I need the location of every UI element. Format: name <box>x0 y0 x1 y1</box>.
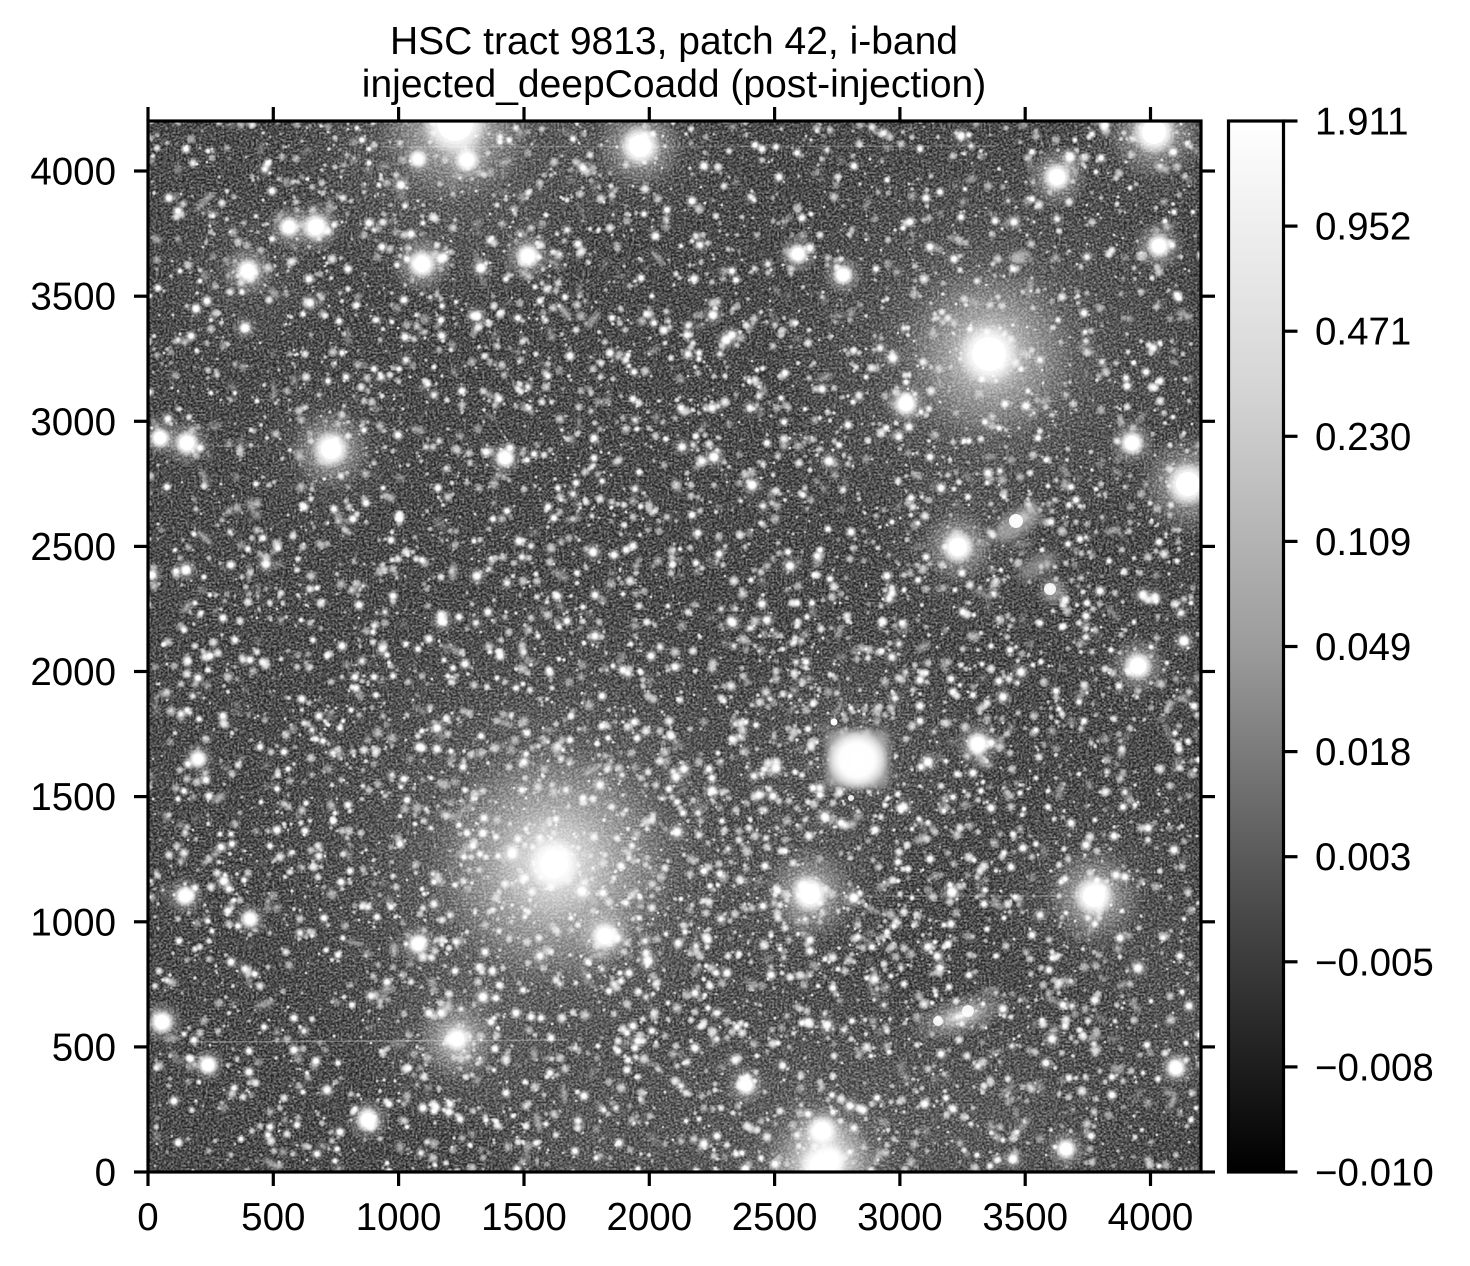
svg-text:injected_deepCoadd (post-injec: injected_deepCoadd (post-injection) <box>362 63 986 106</box>
svg-text:HSC tract 9813, patch 42, i-ba: HSC tract 9813, patch 42, i-band <box>390 20 958 63</box>
